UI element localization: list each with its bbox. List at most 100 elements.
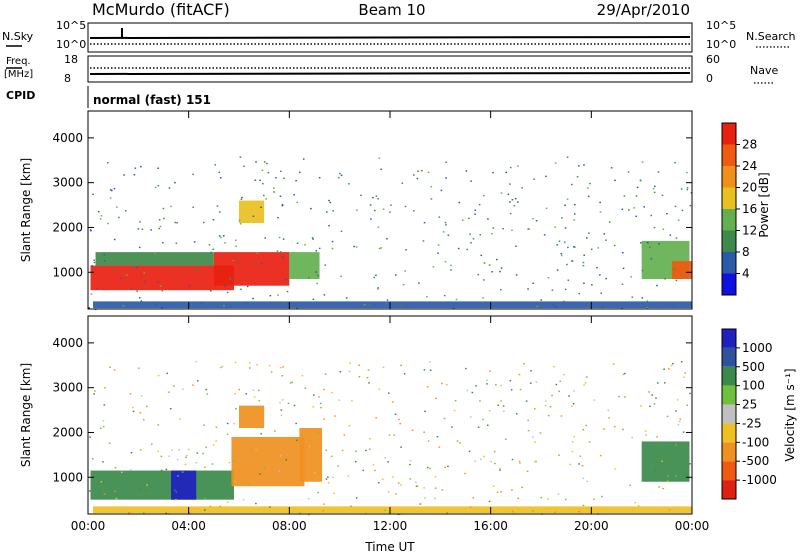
velocity-speckle: [667, 475, 669, 477]
power-speckle: [124, 210, 127, 212]
power-speckle: [318, 247, 321, 250]
velocity-speckle: [318, 396, 320, 398]
nave-tick-bottom: 0: [706, 72, 713, 85]
velocity-speckle: [416, 485, 419, 487]
velocity-speckle: [471, 391, 474, 394]
power-region-0: [90, 265, 234, 291]
velocity-speckle: [263, 467, 266, 469]
power-colorbar-tick-label: 16: [742, 202, 757, 216]
power-speckle: [564, 227, 567, 229]
power-speckle: [380, 168, 382, 171]
freq-frame: [87, 55, 693, 83]
power-speckle: [369, 204, 372, 206]
power-speckle: [111, 189, 113, 192]
power-speckle: [324, 264, 327, 266]
velocity-speckle: [525, 400, 528, 402]
velocity-speckle: [258, 399, 261, 402]
power-speckle: [437, 244, 440, 246]
power-speckle: [413, 210, 415, 212]
power-speckle: [262, 183, 264, 185]
power-speckle: [509, 201, 511, 203]
velocity-speckle: [583, 384, 585, 386]
velocity-speckle: [534, 408, 536, 410]
power-speckle: [239, 156, 242, 158]
velocity-speckle: [603, 428, 605, 430]
power-speckle: [576, 176, 579, 178]
power-speckle: [113, 188, 116, 190]
power-speckle: [234, 239, 237, 241]
velocity-speckle: [554, 511, 556, 513]
velocity-speckle: [368, 448, 371, 450]
velocity-speckle: [555, 383, 558, 386]
velocity-speckle: [668, 368, 670, 370]
power-speckle: [282, 238, 285, 240]
power-speckle: [496, 258, 498, 261]
power-speckle: [621, 283, 624, 286]
velocity-speckle: [682, 431, 685, 433]
power-speckle: [138, 246, 141, 249]
power-speckle: [130, 288, 133, 290]
power-speckle: [385, 302, 387, 305]
velocity-speckle: [623, 396, 626, 398]
power-speckle: [109, 189, 112, 191]
power-speckle: [470, 242, 472, 244]
velocity-xtick-label: 00:00: [675, 519, 710, 533]
power-speckle: [650, 214, 652, 217]
velocity-speckle: [472, 497, 475, 499]
velocity-colorbar-tick-label: -1000: [742, 473, 777, 487]
power-colorbar-tick-label: 24: [742, 159, 757, 173]
velocity-speckle: [571, 441, 574, 443]
velocity-xtick-label: 04:00: [171, 519, 206, 533]
power-speckle: [218, 235, 221, 237]
power-speckle: [614, 179, 616, 182]
power-speckle: [296, 201, 299, 204]
velocity-xaxis: 00:00 04:00 08:00 12:00 16:00 20:00 00:00: [71, 316, 710, 533]
power-speckle: [514, 197, 517, 200]
power-speckle: [318, 176, 321, 179]
velocity-speckle: [581, 465, 584, 467]
velocity-speckle: [634, 501, 636, 504]
power-speckle: [608, 221, 611, 223]
velocity-speckle: [571, 405, 573, 407]
power-speckle: [97, 210, 100, 213]
velocity-speckle: [535, 381, 538, 383]
velocity-speckle: [468, 450, 471, 452]
velocity-region-6: [93, 506, 693, 514]
velocity-speckle: [403, 373, 406, 375]
power-speckle: [681, 209, 684, 212]
velocity-region-3: [299, 427, 323, 482]
velocity-speckle: [260, 433, 263, 435]
power-speckle: [438, 216, 441, 218]
power-speckle: [212, 248, 215, 251]
power-speckle: [480, 254, 483, 257]
power-speckle: [478, 203, 481, 206]
velocity-speckle: [367, 369, 370, 371]
velocity-speckle: [423, 487, 425, 489]
power-speckle: [372, 196, 374, 199]
velocity-speckle: [333, 492, 335, 495]
velocity-speckle: [165, 512, 168, 515]
velocity-speckle: [196, 380, 199, 382]
velocity-speckle: [289, 382, 292, 384]
power-speckle: [273, 191, 275, 193]
velocity-speckle: [169, 407, 172, 410]
velocity-speckle: [530, 370, 532, 372]
power-speckle: [566, 156, 569, 158]
power-speckle: [532, 218, 534, 220]
power-speckle: [469, 233, 471, 235]
power-speckle: [509, 212, 512, 215]
velocity-speckle: [175, 491, 178, 493]
velocity-speckle: [195, 360, 198, 363]
velocity-speckle: [226, 501, 229, 503]
velocity-speckle: [629, 484, 631, 487]
velocity-speckle: [280, 409, 283, 411]
power-speckle: [599, 274, 601, 276]
power-speckle: [662, 228, 665, 230]
velocity-speckle: [677, 423, 680, 426]
velocity-speckle: [348, 370, 351, 373]
power-speckle: [106, 162, 109, 164]
power-speckle: [610, 167, 613, 169]
velocity-speckle: [593, 498, 595, 500]
velocity-speckle: [215, 426, 218, 428]
velocity-speckle: [270, 371, 273, 373]
